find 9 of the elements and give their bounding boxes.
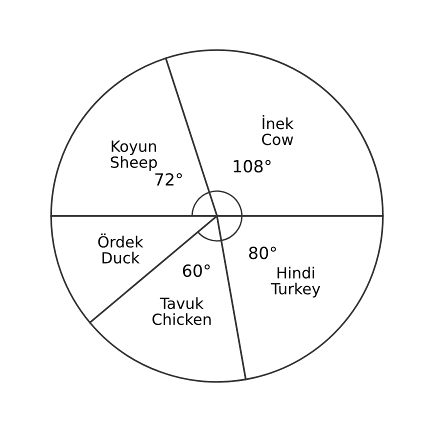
data-label: 80° bbox=[249, 246, 276, 260]
slice-label: Tavuk Chicken bbox=[152, 297, 211, 326]
slice-label: İnek Cow bbox=[262, 115, 294, 146]
data-label: 72° bbox=[155, 173, 182, 186]
slice-label: Ördek Duck bbox=[98, 234, 144, 264]
data-label: 108° bbox=[234, 160, 271, 173]
slice-label: Koyun Sheep bbox=[110, 140, 157, 171]
slice-label: Hindi Turkey bbox=[270, 266, 320, 298]
data-label: 60° bbox=[182, 264, 210, 277]
